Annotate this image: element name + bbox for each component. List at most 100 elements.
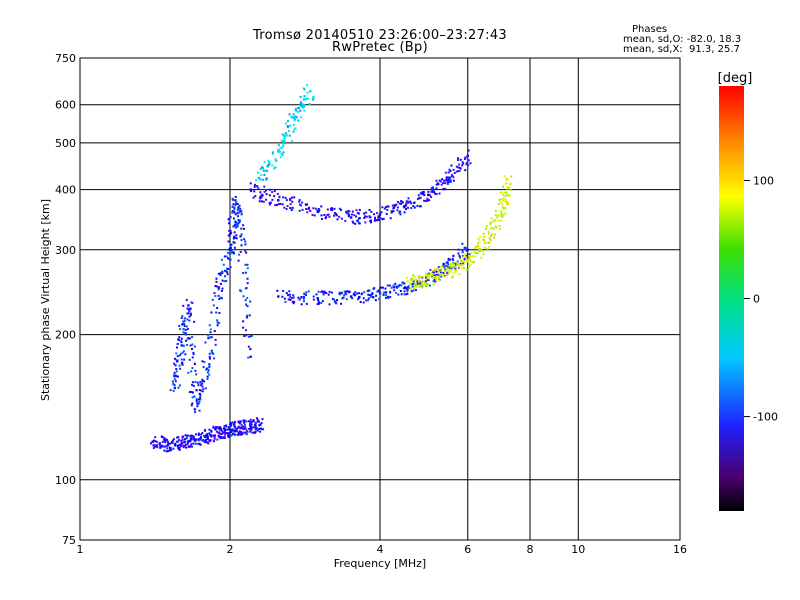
echo-point xyxy=(214,285,217,288)
echo-point xyxy=(312,207,315,210)
echo-point xyxy=(283,138,286,141)
echo-point xyxy=(483,246,486,249)
echo-point xyxy=(252,419,255,422)
echo-point xyxy=(313,96,316,99)
echo-point xyxy=(161,445,164,448)
echo-point xyxy=(178,354,181,357)
echo-point xyxy=(208,324,211,327)
echo-point xyxy=(494,219,497,222)
echo-point xyxy=(425,278,428,281)
echo-point xyxy=(196,381,199,384)
echo-point xyxy=(390,211,393,214)
echo-point xyxy=(238,219,241,222)
echo-point xyxy=(428,284,431,287)
echo-point xyxy=(194,363,197,366)
echo-point xyxy=(357,217,360,220)
echo-point xyxy=(430,196,433,199)
echo-point xyxy=(249,418,252,421)
echo-point xyxy=(242,419,245,422)
echo-point xyxy=(274,166,277,169)
echo-point xyxy=(449,263,452,266)
echo-point xyxy=(413,287,416,290)
echo-point xyxy=(340,217,343,220)
echo-point xyxy=(186,327,189,330)
echo-point xyxy=(496,216,499,219)
echo-point xyxy=(189,314,192,317)
echo-point xyxy=(305,302,308,305)
echo-point xyxy=(182,350,185,353)
echo-point xyxy=(262,428,265,431)
echo-point xyxy=(434,280,437,283)
echo-point xyxy=(186,318,189,321)
echo-point xyxy=(165,445,168,448)
echo-point xyxy=(451,275,454,278)
echo-point xyxy=(256,185,259,188)
echo-point xyxy=(445,267,448,270)
echo-point xyxy=(508,194,511,197)
x-tick-label: 1 xyxy=(77,543,84,556)
echo-point xyxy=(259,423,262,427)
echo-point xyxy=(191,383,194,386)
echo-point xyxy=(488,241,491,244)
echo-point xyxy=(447,270,451,274)
echo-point xyxy=(189,444,192,447)
echo-point xyxy=(432,277,435,280)
echo-point xyxy=(431,191,434,194)
echo-point xyxy=(240,244,243,247)
echo-point xyxy=(461,242,464,245)
echo-point xyxy=(249,430,252,433)
echo-point xyxy=(242,326,245,329)
echo-point xyxy=(215,285,218,288)
echo-point xyxy=(273,190,276,193)
echo-point xyxy=(190,436,193,439)
echo-point xyxy=(301,201,304,204)
echo-point xyxy=(413,206,416,209)
echo-point xyxy=(237,219,240,222)
echo-point xyxy=(259,430,262,433)
echo-point xyxy=(187,441,190,444)
echo-point xyxy=(473,247,476,250)
echo-point xyxy=(384,291,387,294)
echo-point xyxy=(362,297,365,300)
echo-point xyxy=(452,179,455,182)
echo-point xyxy=(174,380,177,383)
echo-point xyxy=(235,234,238,237)
echo-point xyxy=(427,190,430,193)
echo-point xyxy=(235,430,238,433)
echo-point xyxy=(208,363,211,366)
echo-point xyxy=(424,200,427,203)
echo-point xyxy=(265,189,268,192)
echo-point xyxy=(243,238,246,241)
echo-point xyxy=(306,84,309,87)
echo-point xyxy=(239,421,242,424)
echo-point xyxy=(172,438,175,441)
echo-point xyxy=(214,343,217,346)
echo-point xyxy=(425,273,428,276)
echo-point xyxy=(204,368,207,371)
echo-point xyxy=(489,221,492,224)
echo-point xyxy=(287,294,290,297)
echo-point xyxy=(301,208,304,211)
echo-point xyxy=(384,287,387,290)
echo-point xyxy=(468,258,471,261)
echo-point xyxy=(346,290,349,293)
echo-point xyxy=(199,381,202,384)
echo-point xyxy=(210,311,213,314)
echo-point xyxy=(357,297,360,300)
echo-point xyxy=(425,277,428,280)
echo-point xyxy=(477,245,480,248)
echo-point xyxy=(398,284,401,287)
colorbar-tick-label: 0 xyxy=(753,293,760,306)
echo-point xyxy=(197,438,200,441)
echo-point xyxy=(207,369,210,372)
echo-point xyxy=(229,246,232,249)
echo-point xyxy=(440,266,443,269)
echo-point xyxy=(355,209,358,212)
echo-point xyxy=(351,210,354,213)
echo-point xyxy=(447,263,450,266)
echo-point xyxy=(458,170,461,173)
echo-point xyxy=(212,352,215,355)
echo-point xyxy=(307,97,310,100)
echo-point xyxy=(288,124,291,127)
echo-point xyxy=(212,426,215,429)
